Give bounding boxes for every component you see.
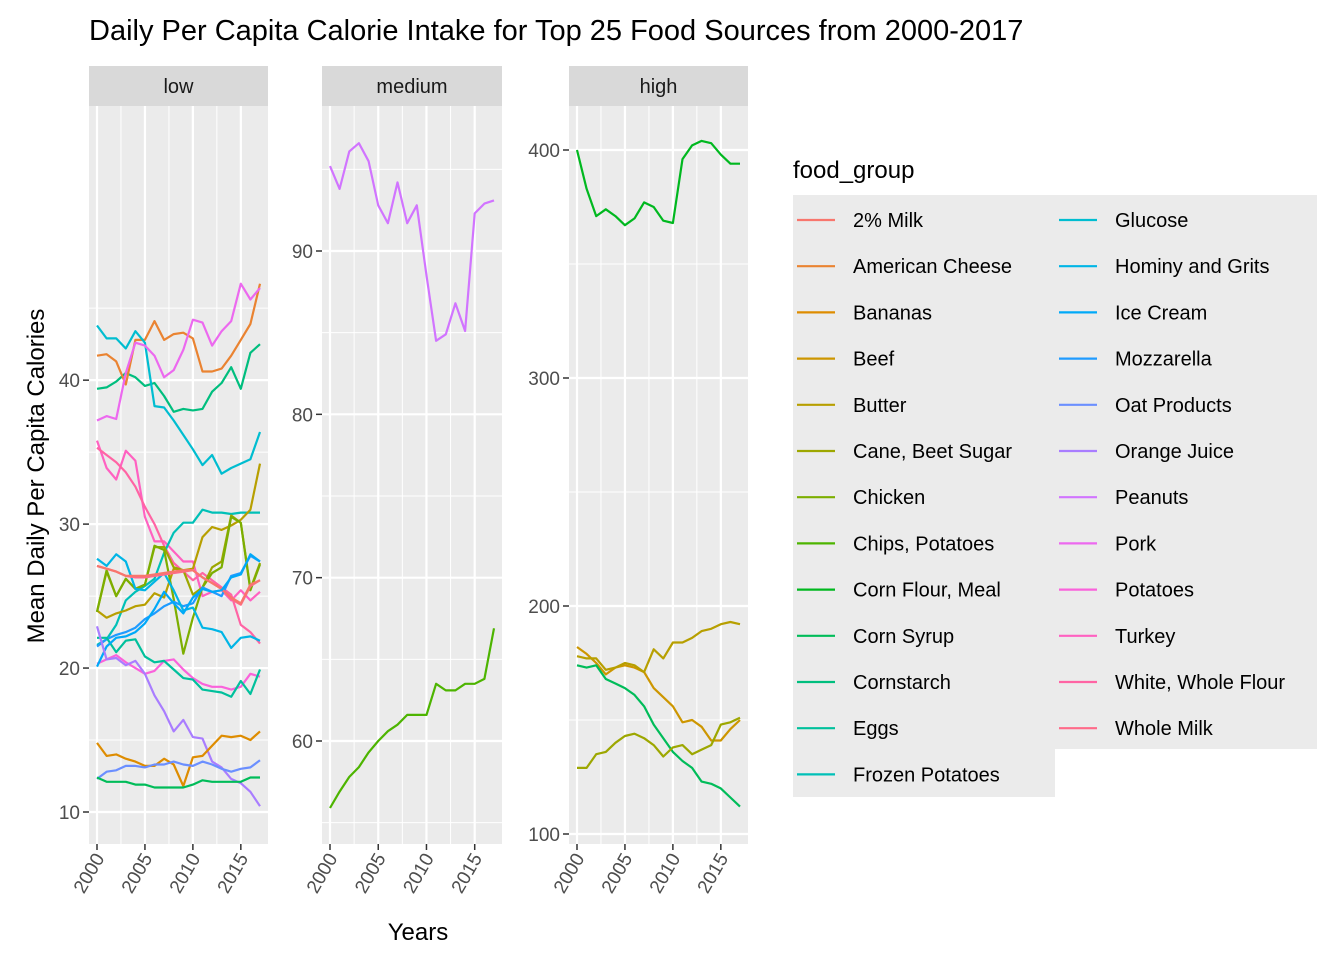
y-tick-label: 80 [292, 405, 313, 426]
chart-title: Daily Per Capita Calorie Intake for Top … [89, 15, 1023, 47]
legend-label-beef: Beef [853, 349, 895, 371]
x-tick-label: 2005 [351, 850, 390, 897]
panel-low: low 2000 2005 2010 2015 10 20 30 40 [59, 66, 268, 897]
series-line-eggs [97, 636, 262, 698]
x-tick-label: 2000 [303, 850, 342, 897]
legend-label-pork: Pork [1115, 533, 1157, 555]
facet-strip [89, 66, 268, 106]
x-axis-label: Years [388, 919, 449, 946]
legend-label-mozzarella: Mozzarella [1115, 349, 1213, 371]
series-line-corn-syrup [96, 776, 260, 789]
legend-label-eggs: Eggs [853, 718, 899, 740]
series-line-frozen-potatoes [96, 508, 260, 646]
y-tick-label: 200 [528, 597, 560, 618]
y-tick-label: 100 [528, 825, 560, 846]
legend-background-right [1055, 195, 1317, 749]
series-line-corn-syrup [576, 664, 741, 808]
series-line-cornstarch [96, 343, 261, 413]
series-line-chips-potatoes [329, 628, 496, 809]
legend-label-bananas: Bananas [853, 302, 932, 324]
legend-label-peanuts: Peanuts [1115, 487, 1188, 509]
legend-label-ice-cream: Ice Cream [1115, 302, 1207, 324]
panel-background [569, 106, 748, 844]
series-line-hominy-and-grits [96, 553, 261, 650]
facet-strip-label: high [640, 76, 678, 98]
x-tick-label: 2010 [399, 850, 438, 897]
y-tick-label: 90 [292, 242, 313, 263]
legend-label-whole-milk: Whole Milk [1115, 718, 1214, 740]
legend-label-chicken: Chicken [853, 487, 925, 509]
legend-label-2-milk: 2% Milk [853, 210, 924, 232]
series-line-oat-products [96, 759, 261, 780]
x-tick-label: 2005 [118, 850, 157, 897]
series-line-cane-beet-sugar [577, 716, 741, 770]
legend-label-frozen-potatoes: Frozen Potatoes [853, 764, 1000, 786]
legend-label-oat-products: Oat Products [1115, 395, 1232, 417]
legend-label-american-cheese: American Cheese [853, 256, 1012, 278]
y-axis-label: Mean Daily Per Capita Calories [23, 309, 50, 644]
series-line-mozzarella [96, 554, 261, 648]
legend-label-turkey: Turkey [1115, 626, 1175, 648]
y-tick-label: 300 [528, 369, 560, 390]
facet-strip-label: low [163, 76, 194, 98]
y-tick-label: 20 [59, 659, 80, 680]
y-tick-label: 30 [59, 515, 80, 536]
legend-label-chips-potatoes: Chips, Potatoes [853, 533, 994, 555]
series-line-orange-juice [95, 625, 261, 807]
legend-label-corn-syrup: Corn Syrup [853, 626, 954, 648]
series-line-2-milk [96, 564, 261, 605]
series-line-potatoes [96, 653, 261, 691]
y-tick-label: 400 [528, 141, 560, 162]
legend-label-butter: Butter [853, 395, 907, 417]
x-tick-label: 2015 [694, 850, 733, 897]
x-tick-label: 2015 [448, 850, 487, 897]
legend: food_group 2% Milk American Cheese Bananas… [793, 157, 1317, 797]
series-line-butter [576, 620, 741, 674]
legend-label-orange-juice: Orange Juice [1115, 441, 1234, 463]
y-tick-label: 10 [59, 803, 80, 824]
y-tick-label: 60 [292, 732, 313, 753]
panel-high: high 2000 2005 2010 2015 100 200 300 400 [528, 66, 748, 897]
series-line-corn-flour-meal [575, 139, 740, 227]
series-line-bananas [96, 730, 261, 788]
x-tick-label: 2005 [598, 850, 637, 897]
x-tick-label: 2010 [646, 850, 685, 897]
series-line-chicken [95, 515, 262, 655]
legend-label-potatoes: Potatoes [1115, 580, 1194, 602]
legend-label-hominy-and-grits: Hominy and Grits [1115, 256, 1270, 278]
y-tick-label: 40 [59, 371, 80, 392]
legend-label-cane-beet-sugar: Cane, Beet Sugar [853, 441, 1012, 463]
series-line-peanuts [328, 142, 495, 342]
facet-strip-label: medium [376, 76, 447, 98]
panel-background [322, 106, 502, 844]
legend-label-glucose: Glucose [1115, 210, 1188, 232]
series-line-pork [96, 282, 261, 422]
x-tick-label: 2000 [70, 850, 109, 897]
legend-background [793, 195, 1055, 797]
series-line-glucose [96, 324, 262, 475]
legend-label-white-whole-flour: White, Whole Flour [1115, 672, 1285, 694]
facet-strip [569, 66, 748, 106]
x-tick-label: 2000 [550, 850, 589, 897]
series-line-ice-cream [96, 553, 261, 668]
legend-title: food_group [793, 157, 914, 184]
legend-label-corn-flour-meal: Corn Flour, Meal [853, 580, 1001, 602]
x-tick-label: 2010 [166, 850, 205, 897]
legend-label-cornstarch: Cornstarch [853, 672, 951, 694]
y-tick-label: 70 [292, 569, 313, 590]
panel-medium: medium 2000 2005 2010 2015 60 70 80 90 [292, 66, 502, 897]
facet-strip [322, 66, 502, 106]
x-tick-label: 2015 [214, 850, 253, 897]
